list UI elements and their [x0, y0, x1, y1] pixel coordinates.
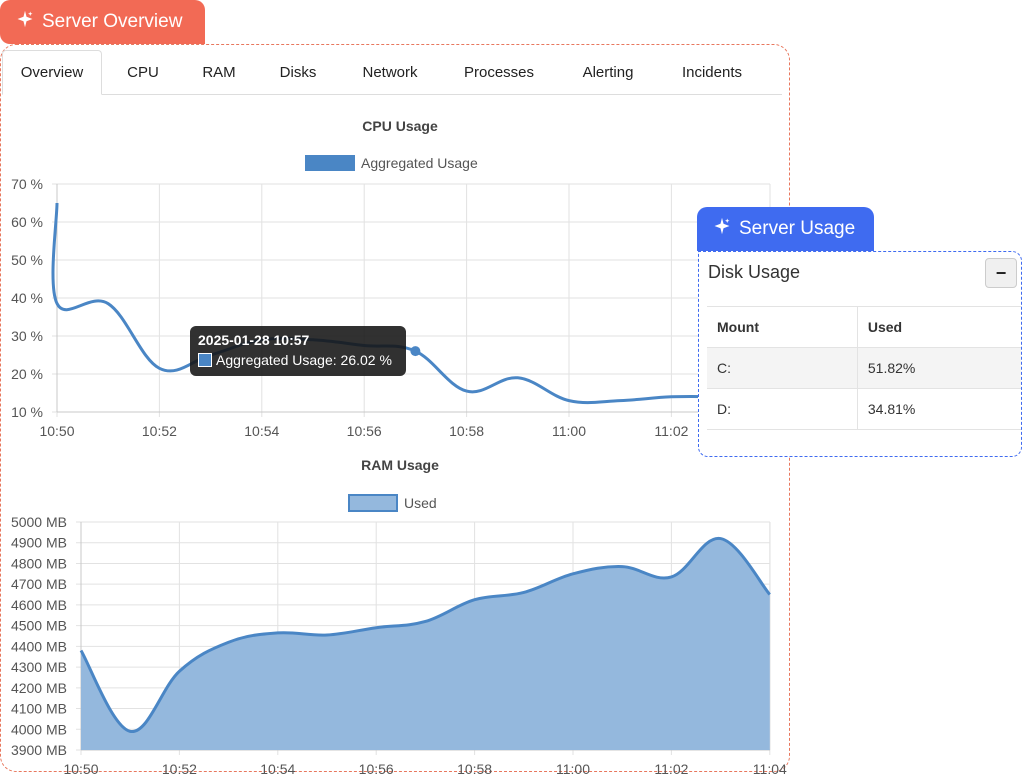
sparkle-icon	[713, 217, 731, 241]
y-tick-label: 4800 MB	[11, 555, 67, 571]
column-header-used: Used	[856, 306, 1021, 348]
used-cell: 34.81%	[856, 388, 1021, 430]
table-row: D: 34.81%	[707, 388, 1021, 430]
y-tick-label: 4500 MB	[11, 618, 67, 634]
disk-usage-panel: Disk Usage − Mount Used C: 51.82% D: 34.…	[698, 251, 1022, 457]
sparkle-icon	[16, 10, 34, 34]
mount-cell: D:	[707, 388, 858, 430]
x-tick-label: 11:00	[552, 423, 586, 439]
ram-chart-title: RAM Usage	[361, 457, 439, 473]
tab-disks[interactable]: Disks	[279, 63, 317, 81]
x-tick-label: 10:58	[449, 423, 484, 439]
y-tick-label: 4300 MB	[11, 659, 67, 675]
ram-legend-label: Used	[404, 495, 437, 511]
tab-processes[interactable]: Processes	[463, 63, 535, 81]
y-tick-label: 4000 MB	[11, 721, 67, 737]
y-tick-label: 5000 MB	[11, 514, 67, 530]
y-tick-label: 4400 MB	[11, 638, 67, 654]
tooltip-line: Aggregated Usage: 26.02 %	[198, 352, 398, 368]
x-tick-label: 10:56	[359, 761, 394, 776]
x-tick-label: 11:04	[753, 761, 787, 776]
ram-legend-swatch	[348, 494, 398, 512]
server-usage-label: Server Usage	[739, 218, 856, 239]
tab-ram[interactable]: RAM	[202, 63, 236, 81]
cpu-tooltip: 2025-01-28 10:57 Aggregated Usage: 26.02…	[190, 326, 406, 376]
y-tick-label: 40 %	[11, 290, 43, 306]
server-usage-badge: Server Usage	[697, 207, 874, 251]
x-tick-label: 10:50	[39, 423, 74, 439]
y-tick-label: 30 %	[11, 328, 43, 344]
x-tick-label: 11:02	[654, 761, 688, 776]
tab-alerting[interactable]: Alerting	[582, 63, 634, 81]
y-tick-label: 60 %	[11, 214, 43, 230]
cpu-legend[interactable]: Aggregated Usage	[305, 155, 478, 171]
tab-network[interactable]: Network	[362, 63, 418, 81]
x-tick-label: 11:00	[556, 761, 590, 776]
y-tick-label: 4700 MB	[11, 576, 67, 592]
cpu-chart-title: CPU Usage	[362, 118, 438, 134]
ram-legend[interactable]: Used	[348, 494, 437, 512]
y-tick-label: 10 %	[11, 404, 43, 420]
cpu-chart: 70 % 60 % 50 % 40 % 30 % 20 % 10 % 10:50 10:52 10…	[11, 176, 771, 439]
column-header-mount: Mount	[707, 306, 858, 348]
y-tick-label: 4600 MB	[11, 597, 67, 613]
tooltip-swatch	[198, 353, 212, 367]
cpu-legend-label: Aggregated Usage	[361, 155, 478, 171]
x-tick-label: 10:58	[457, 761, 492, 776]
y-tick-label: 3900 MB	[11, 742, 67, 758]
y-tick-label: 20 %	[11, 366, 43, 382]
used-cell: 51.82%	[856, 347, 1021, 389]
disk-usage-table: Mount Used C: 51.82% D: 34.81%	[707, 306, 1021, 430]
tab-incidents[interactable]: Incidents	[681, 63, 743, 81]
tooltip-label: Aggregated Usage: 26.02 %	[216, 352, 392, 368]
y-tick-label: 4100 MB	[11, 701, 67, 717]
table-row: C: 51.82%	[707, 347, 1021, 389]
server-overview-badge: Server Overview	[0, 0, 205, 44]
ram-series-area	[81, 538, 770, 750]
table-header-row: Mount Used	[707, 306, 1021, 348]
cpu-legend-swatch	[305, 155, 355, 171]
tab-cpu[interactable]: CPU	[127, 63, 159, 81]
y-tick-label: 50 %	[11, 252, 43, 268]
x-tick-label: 10:50	[63, 761, 98, 776]
tab-overview[interactable]: Overview	[2, 50, 102, 95]
tab-bar: Overview CPU RAM Disks Network Processes…	[2, 50, 782, 95]
x-tick-label: 10:54	[244, 423, 279, 439]
y-tick-label: 4200 MB	[11, 680, 67, 696]
disk-usage-title: Disk Usage	[708, 262, 801, 282]
collapse-button[interactable]: −	[985, 258, 1017, 288]
x-tick-label: 10:52	[162, 761, 197, 776]
y-tick-label: 70 %	[11, 176, 43, 192]
x-tick-label: 10:54	[260, 761, 295, 776]
y-tick-label: 4900 MB	[11, 535, 67, 551]
ram-chart: 5000 MB 4900 MB 4800 MB 4700 MB 4600 MB 4500 …	[11, 514, 787, 776]
cpu-highlight-point	[410, 346, 421, 357]
x-tick-label: 11:02	[654, 423, 688, 439]
x-tick-label: 10:56	[347, 423, 382, 439]
server-overview-label: Server Overview	[42, 11, 183, 32]
x-tick-label: 10:52	[142, 423, 177, 439]
ram-series-line	[79, 537, 771, 733]
tooltip-title: 2025-01-28 10:57	[198, 332, 310, 348]
mount-cell: C:	[707, 347, 858, 389]
